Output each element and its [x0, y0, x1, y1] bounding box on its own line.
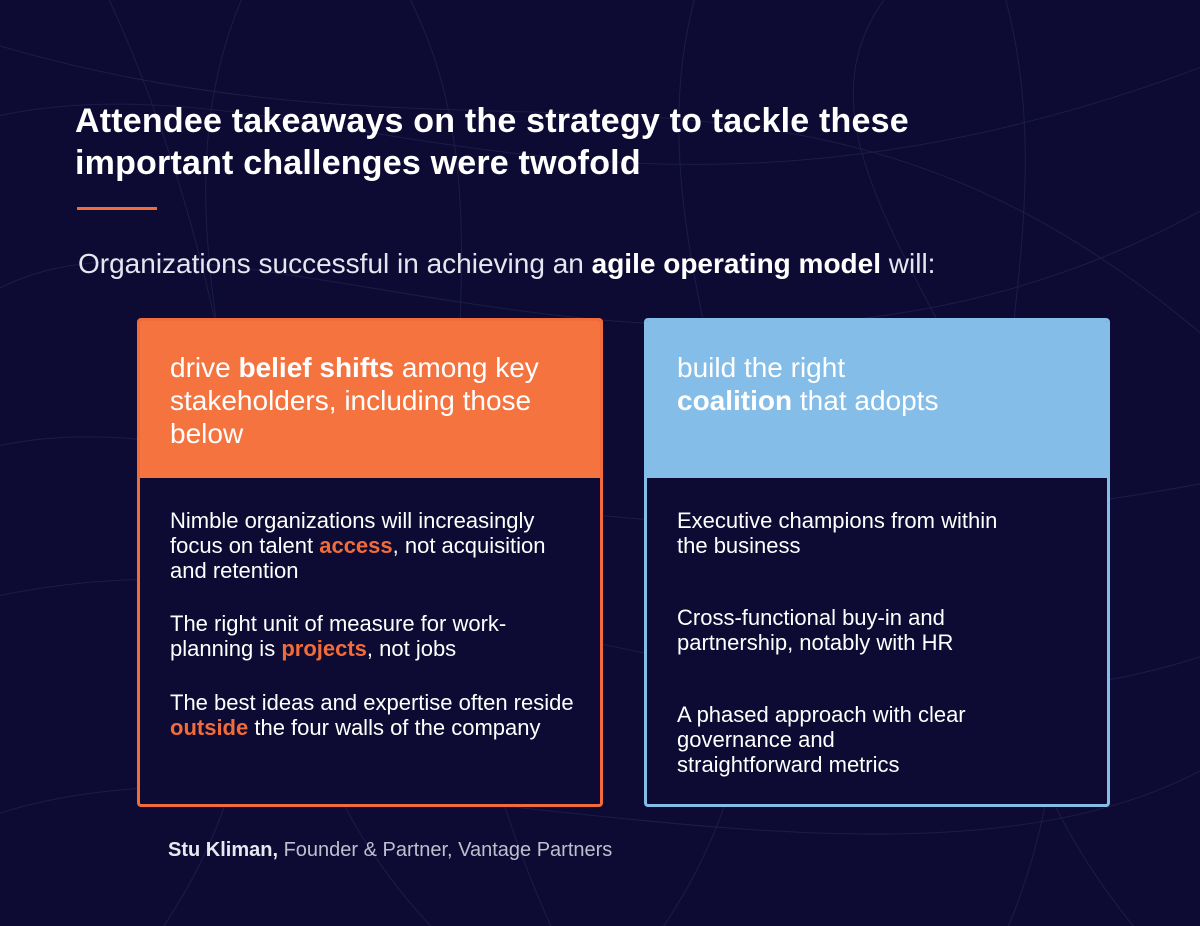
item-highlight: projects: [281, 636, 367, 661]
item-text: The right unit of measure for work-plann…: [170, 611, 507, 661]
card-item-phased-approach: A phased approach with clear governance …: [677, 702, 966, 777]
subtitle-prefix: Organizations successful in achieving an: [78, 248, 592, 279]
coalition-card: build the right coalition that adopts Ex…: [644, 318, 1110, 807]
subtitle-bold: agile operating model: [591, 248, 882, 279]
card-header-prefix: drive: [170, 352, 239, 383]
attribution: Stu Kliman, Founder & Partner, Vantage P…: [168, 838, 612, 862]
card-header-prefix: build the right: [677, 352, 846, 383]
item-highlight: access: [319, 533, 393, 558]
page-title: Attendee takeaways on the strategy to ta…: [75, 102, 909, 182]
attribution-role: Founder & Partner, Vantage Partners: [278, 839, 613, 861]
item-text: , not acquisition and retention: [170, 533, 546, 583]
belief-shifts-card-header: drive belief shifts among key stakeholde…: [140, 321, 600, 478]
item-text: , not jobs: [366, 636, 457, 661]
subtitle-suffix: will:: [881, 248, 936, 279]
title-accent-rule: [77, 207, 157, 210]
item-text: Nimble organizations will increasingly f…: [170, 508, 535, 558]
item-highlight: outside: [170, 715, 249, 740]
card-item-executive-champions: Executive champions from within the busi…: [677, 508, 998, 558]
card-item-outside: The best ideas and expertise often resid…: [170, 690, 580, 740]
item-text: the four walls of the company: [248, 715, 541, 740]
card-item-projects: The right unit of measure for work-plann…: [170, 611, 580, 661]
card-header-bold: coalition: [677, 385, 793, 416]
card-header-suffix: among key stakeholders, including those …: [170, 352, 539, 449]
card-header-bold: belief shifts: [238, 352, 395, 383]
card-header-suffix: that adopts: [792, 385, 939, 416]
belief-shifts-card: drive belief shifts among key stakeholde…: [137, 318, 603, 807]
card-item-talent-access: Nimble organizations will increasingly f…: [170, 508, 580, 583]
attribution-name: Stu Kliman,: [168, 839, 279, 861]
card-item-cross-functional: Cross-functional buy-in and partnership,…: [677, 605, 954, 655]
coalition-card-header: build the right coalition that adopts: [647, 321, 1107, 478]
subtitle: Organizations successful in achieving an…: [78, 246, 1128, 282]
item-text: The best ideas and expertise often resid…: [170, 690, 574, 715]
